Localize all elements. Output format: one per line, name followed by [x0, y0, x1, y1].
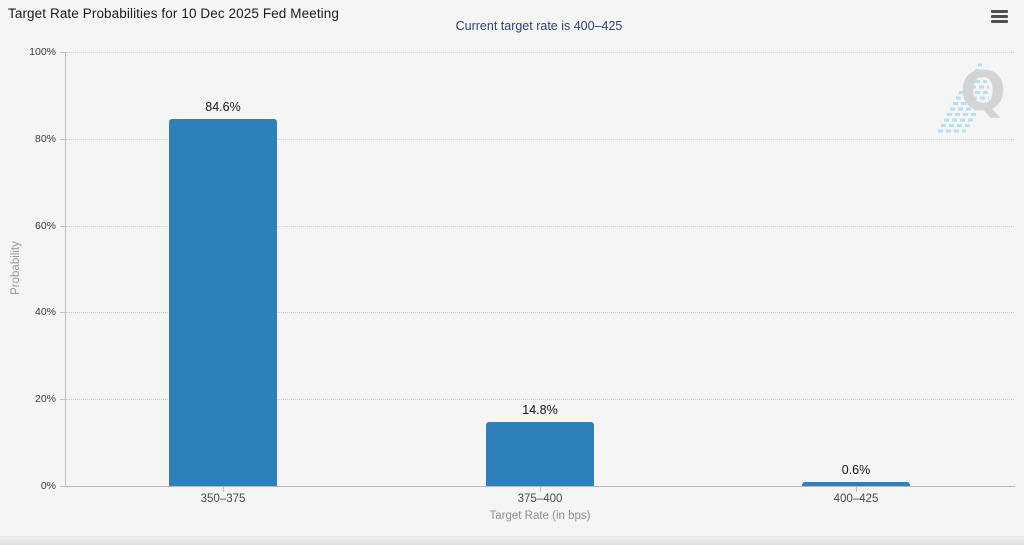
y-axis-tick-label: 60% — [34, 220, 56, 232]
y-axis-tick — [60, 312, 65, 313]
x-axis-category-label: 350–375 — [200, 493, 246, 505]
bar-value-label: 14.8% — [522, 403, 558, 417]
x-axis-category-label: 400–425 — [833, 493, 879, 505]
y-gridline — [66, 312, 1014, 313]
y-axis-title: Probability — [10, 241, 22, 295]
y-gridline — [66, 399, 1014, 400]
plot-area — [65, 52, 1015, 487]
hamburger-icon — [991, 15, 1008, 18]
x-axis-tick — [223, 487, 224, 492]
y-gridline — [66, 226, 1014, 227]
y-axis-tick-label: 40% — [34, 306, 56, 318]
hamburger-icon — [991, 10, 1008, 13]
x-axis-tick — [856, 487, 857, 492]
chart-subtitle: Current target rate is 400–425 — [455, 19, 623, 33]
y-axis-tick-label: 80% — [34, 133, 56, 145]
probability-bar-350-375[interactable] — [169, 119, 277, 486]
y-axis-tick-label: 0% — [40, 480, 56, 492]
probability-bar-375-400[interactable] — [486, 422, 594, 486]
quikstrike-watermark: Q — [936, 56, 1018, 136]
y-axis-tick-label: 100% — [29, 46, 56, 58]
x-axis-tick — [540, 487, 541, 492]
page-footer-strip — [0, 536, 1024, 545]
bar-value-label: 84.6% — [205, 100, 241, 114]
y-axis-tick — [60, 486, 65, 487]
y-axis-tick — [60, 226, 65, 227]
bar-value-label: 0.6% — [841, 463, 871, 477]
y-axis-tick — [60, 139, 65, 140]
probability-bar-400-425[interactable] — [802, 482, 910, 486]
hamburger-icon — [991, 20, 1008, 23]
y-gridline — [66, 52, 1014, 53]
x-axis-category-label: 375–400 — [517, 493, 563, 505]
y-axis-tick-label: 20% — [34, 393, 56, 405]
chart-title: Target Rate Probabilities for 10 Dec 202… — [8, 6, 339, 21]
quikstrike-q-logo: Q — [960, 60, 1006, 123]
y-axis-tick — [60, 52, 65, 53]
y-axis-tick — [60, 399, 65, 400]
watermark-stripes-icon — [938, 63, 991, 133]
y-gridline — [66, 139, 1014, 140]
x-axis-title: Target Rate (in bps) — [489, 510, 591, 522]
chart-menu-button[interactable] — [991, 8, 1011, 25]
